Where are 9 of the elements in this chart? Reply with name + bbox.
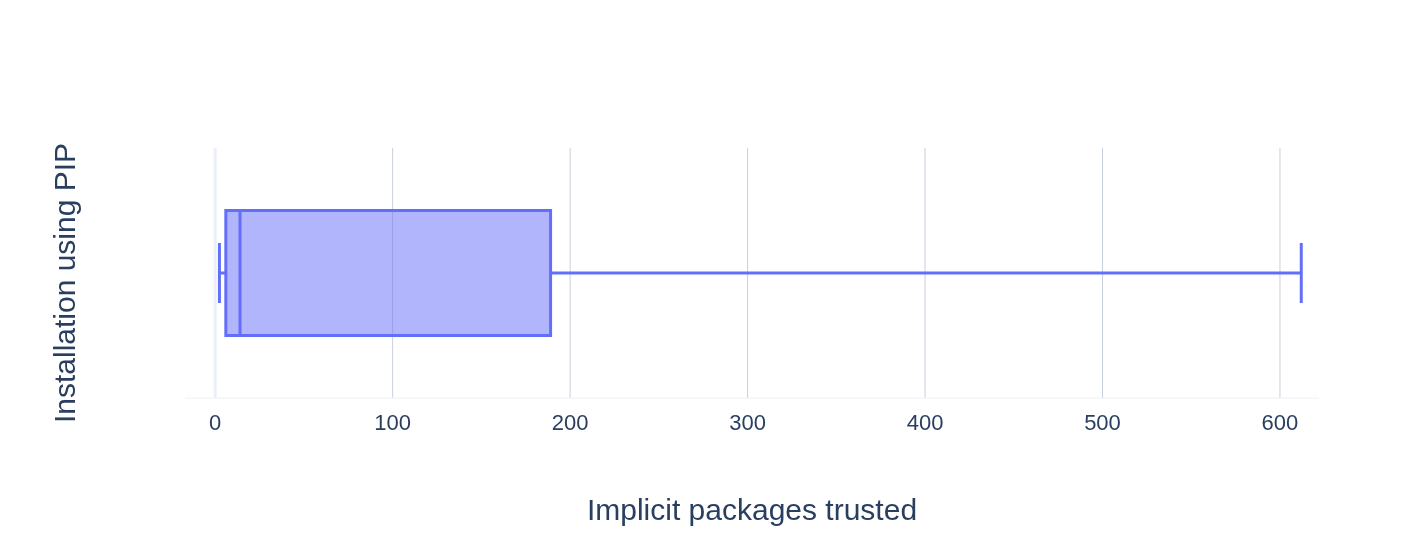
x-tick-label: 0 [209, 410, 222, 435]
y-axis-title: Installation using PIP [48, 142, 81, 424]
x-tick-label: 600 [1261, 410, 1299, 435]
x-tick-label: 100 [374, 410, 411, 435]
x-tick-label: 300 [729, 410, 766, 435]
x-tick-label: 500 [1084, 410, 1121, 435]
x-axis-title: Implicit packages trusted [586, 493, 918, 526]
x-tick-label: 400 [906, 410, 944, 435]
x-tick-label: 200 [551, 410, 589, 435]
